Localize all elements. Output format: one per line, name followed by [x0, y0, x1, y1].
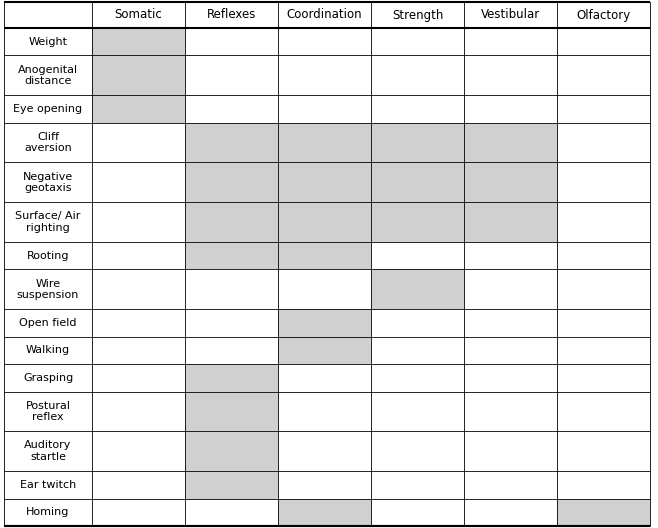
Text: Cliff
aversion: Cliff aversion [24, 132, 72, 153]
Bar [278, 309, 371, 337]
Bar [371, 202, 464, 242]
Bar [92, 55, 185, 95]
Text: Grasping: Grasping [23, 373, 73, 383]
Text: Rooting: Rooting [27, 251, 69, 261]
Text: Negative
geotaxis: Negative geotaxis [23, 172, 73, 193]
Bar [185, 202, 278, 242]
Bar [278, 242, 371, 269]
Bar [557, 498, 650, 526]
Bar [185, 242, 278, 269]
Text: Anogenital
distance: Anogenital distance [18, 64, 78, 86]
Text: Auditory
startle: Auditory startle [24, 440, 72, 462]
Bar [92, 28, 185, 55]
Bar [464, 122, 557, 163]
Text: Ear twitch: Ear twitch [20, 480, 76, 490]
Bar [278, 498, 371, 526]
Bar [371, 163, 464, 202]
Bar [371, 122, 464, 163]
Bar [278, 337, 371, 364]
Bar [464, 163, 557, 202]
Text: Open field: Open field [19, 318, 77, 328]
Text: Vestibular: Vestibular [481, 8, 540, 22]
Bar [185, 392, 278, 431]
Text: Weight: Weight [28, 37, 68, 46]
Bar [185, 122, 278, 163]
Bar [464, 202, 557, 242]
Text: Strength: Strength [392, 8, 443, 22]
Text: Coordination: Coordination [287, 8, 363, 22]
Text: Reflexes: Reflexes [207, 8, 256, 22]
Bar [278, 163, 371, 202]
Bar [278, 122, 371, 163]
Bar [185, 163, 278, 202]
Text: Postural
reflex: Postural reflex [26, 401, 70, 422]
Text: Eye opening: Eye opening [13, 104, 82, 114]
Text: Somatic: Somatic [114, 8, 163, 22]
Text: Walking: Walking [26, 345, 70, 355]
Text: Homing: Homing [26, 507, 70, 517]
Text: Surface/ Air
righting: Surface/ Air righting [15, 211, 81, 233]
Text: Olfactory: Olfactory [576, 8, 630, 22]
Bar [185, 364, 278, 392]
Bar [185, 471, 278, 498]
Bar [278, 202, 371, 242]
Bar [92, 95, 185, 122]
Bar [371, 269, 464, 309]
Text: Wire
suspension: Wire suspension [17, 279, 79, 300]
Bar [185, 431, 278, 471]
